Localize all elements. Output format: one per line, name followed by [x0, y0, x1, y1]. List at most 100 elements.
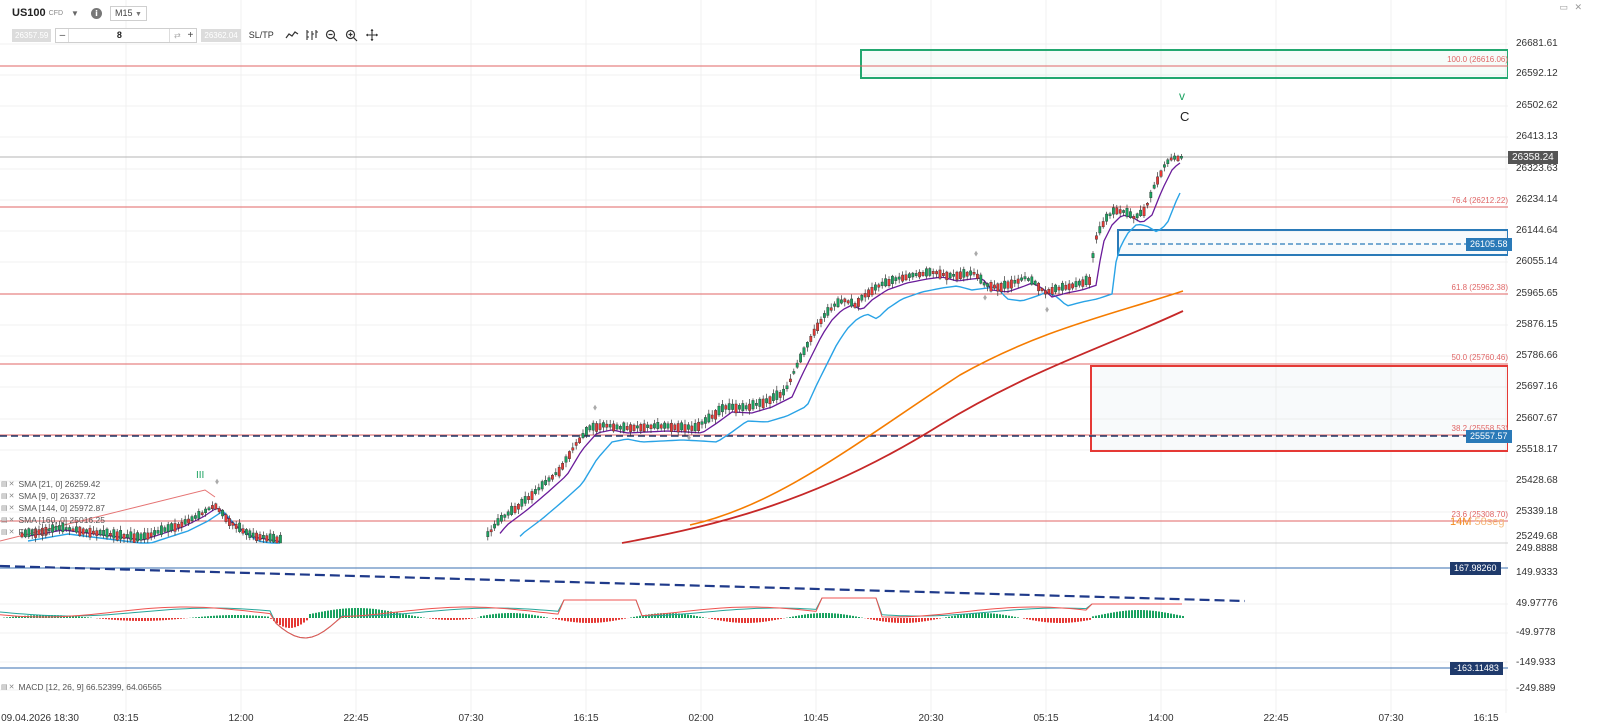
- candle-body: [721, 404, 724, 413]
- candle-body: [71, 528, 75, 532]
- candle-body: [727, 403, 731, 410]
- legend-settings-icon[interactable]: ▤✕: [1, 684, 16, 691]
- candle-body: [806, 342, 809, 348]
- volume-input[interactable]: 8: [68, 28, 171, 42]
- candle-body: [965, 271, 969, 277]
- legend-fractal[interactable]: ▤✕ F... 0.00: [1, 527, 49, 537]
- candle-body: [1023, 276, 1027, 280]
- time-axis[interactable]: 09.04.2026 18:30 03:15 12:00 22:45 07:30…: [0, 713, 1508, 726]
- candle-body: [942, 273, 945, 276]
- symbol-name[interactable]: US100: [12, 7, 46, 19]
- candle-body: [149, 532, 153, 537]
- candle-body: [183, 519, 187, 525]
- macd-lower-badge[interactable]: -163.11483: [1450, 662, 1503, 675]
- candle-body: [670, 422, 673, 432]
- price-chart[interactable]: ⬧ ⬧ ⬧ ⬧ ⬧ ⬧: [0, 0, 1508, 713]
- candle-body: [816, 322, 820, 332]
- candle-body: [969, 270, 973, 276]
- legend-sma-9[interactable]: ▤✕ SMA [9, 0] 26337.72: [1, 491, 96, 501]
- candle-body: [1047, 289, 1051, 294]
- candle-body: [1108, 213, 1112, 217]
- symbol-dropdown-icon[interactable]: ▼: [71, 8, 79, 18]
- fractal-arrow-icon: ⬧: [215, 477, 219, 487]
- order-line-badge[interactable]: 26105.58: [1466, 238, 1512, 251]
- legend-sma-21[interactable]: ▤✕ SMA [21, 0] 26259.42: [1, 479, 100, 489]
- candle-body: [887, 279, 891, 287]
- hline-badge[interactable]: 25557.57: [1466, 430, 1512, 443]
- volume-decrease-button[interactable]: –: [59, 29, 66, 41]
- price-tick: 25339.18: [1516, 506, 1558, 517]
- candle-body: [187, 518, 190, 524]
- candle-body: [952, 274, 956, 277]
- candle-body: [1125, 208, 1129, 217]
- window-controls[interactable]: ▭ ✕: [1559, 2, 1584, 12]
- time-tick: 22:45: [343, 713, 369, 724]
- sltp-button[interactable]: SL/TP: [248, 30, 274, 40]
- line-tool-icon[interactable]: [284, 28, 300, 42]
- candle-body: [275, 536, 279, 544]
- candle-body: [217, 508, 221, 513]
- candle-body: [986, 283, 990, 287]
- legend-settings-icon[interactable]: ▤✕: [1, 505, 16, 512]
- legend-macd[interactable]: ▤✕ MACD [12, 26, 9] 66.52399, 64.06565: [1, 682, 162, 692]
- legend-settings-icon[interactable]: ▤✕: [1, 517, 16, 524]
- candle-body: [30, 529, 34, 536]
- crosshair-icon[interactable]: [364, 28, 380, 42]
- timeframe-select[interactable]: M15 ▼: [109, 5, 147, 21]
- candle-body: [578, 437, 582, 443]
- candle-countdown: 14M 58seg: [1450, 516, 1504, 528]
- volume-increase-button[interactable]: +: [187, 29, 194, 41]
- candle-body: [1084, 275, 1088, 285]
- candle-body: [554, 472, 558, 475]
- candle-body: [608, 424, 612, 428]
- legend-sma-144[interactable]: ▤✕ SMA [144, 0] 25972.87: [1, 503, 105, 513]
- swap-icon[interactable]: ⇄: [174, 30, 181, 40]
- candle-body: [517, 503, 520, 510]
- sma-160-line: [621, 310, 1184, 544]
- candle-body: [602, 422, 605, 428]
- candle-body: [115, 531, 119, 541]
- candle-body: [1074, 281, 1078, 288]
- candle-body: [544, 480, 548, 485]
- fib-label-76: 76.4 (26212.22): [1451, 196, 1509, 205]
- candle-body: [755, 403, 758, 406]
- zoom-out-icon[interactable]: [324, 28, 340, 42]
- candle-body: [642, 423, 646, 432]
- candle-body: [959, 271, 962, 280]
- candle-body: [24, 529, 27, 538]
- macd-upper-badge[interactable]: 167.98260: [1450, 562, 1501, 575]
- candle-body: [683, 424, 687, 432]
- candle-body: [1060, 282, 1064, 291]
- candle-body: [738, 405, 741, 410]
- price-tick: 25607.67: [1516, 413, 1558, 424]
- legend-settings-icon[interactable]: ▤✕: [1, 529, 16, 536]
- price-tick: 26681.61: [1516, 38, 1558, 49]
- price-tick: 25876.15: [1516, 319, 1558, 330]
- candle-body: [921, 272, 925, 276]
- candle-body: [619, 426, 622, 430]
- candle-body: [751, 400, 755, 410]
- legend-settings-icon[interactable]: ▤✕: [1, 493, 16, 500]
- candle-body: [697, 421, 701, 432]
- indicators-icon[interactable]: [304, 28, 320, 42]
- info-icon[interactable]: i: [90, 7, 102, 19]
- candle-body: [268, 533, 272, 542]
- candle-body: [782, 388, 786, 396]
- buy-price[interactable]: 26362.04: [201, 28, 241, 42]
- legend-settings-icon[interactable]: ▤✕: [1, 481, 16, 488]
- candle-body: [1067, 283, 1071, 290]
- legend-sma-160[interactable]: ▤✕ SMA [160, 0] 25016.25: [1, 515, 105, 525]
- candle-body: [768, 396, 772, 405]
- candle-body: [574, 442, 578, 446]
- candle-body: [741, 403, 745, 412]
- candle-body: [955, 271, 959, 280]
- price-axis[interactable]: 26681.61 26592.12 26502.62 26413.13 2632…: [1450, 0, 1600, 726]
- sell-price[interactable]: 26357.59: [12, 28, 52, 42]
- candle-body: [765, 398, 769, 404]
- time-tick: 20:30: [918, 713, 944, 724]
- candle-body: [925, 268, 928, 277]
- candle-body: [20, 532, 24, 538]
- candle-body: [523, 496, 527, 504]
- zoom-in-icon[interactable]: [344, 28, 360, 42]
- candle-body: [551, 474, 554, 480]
